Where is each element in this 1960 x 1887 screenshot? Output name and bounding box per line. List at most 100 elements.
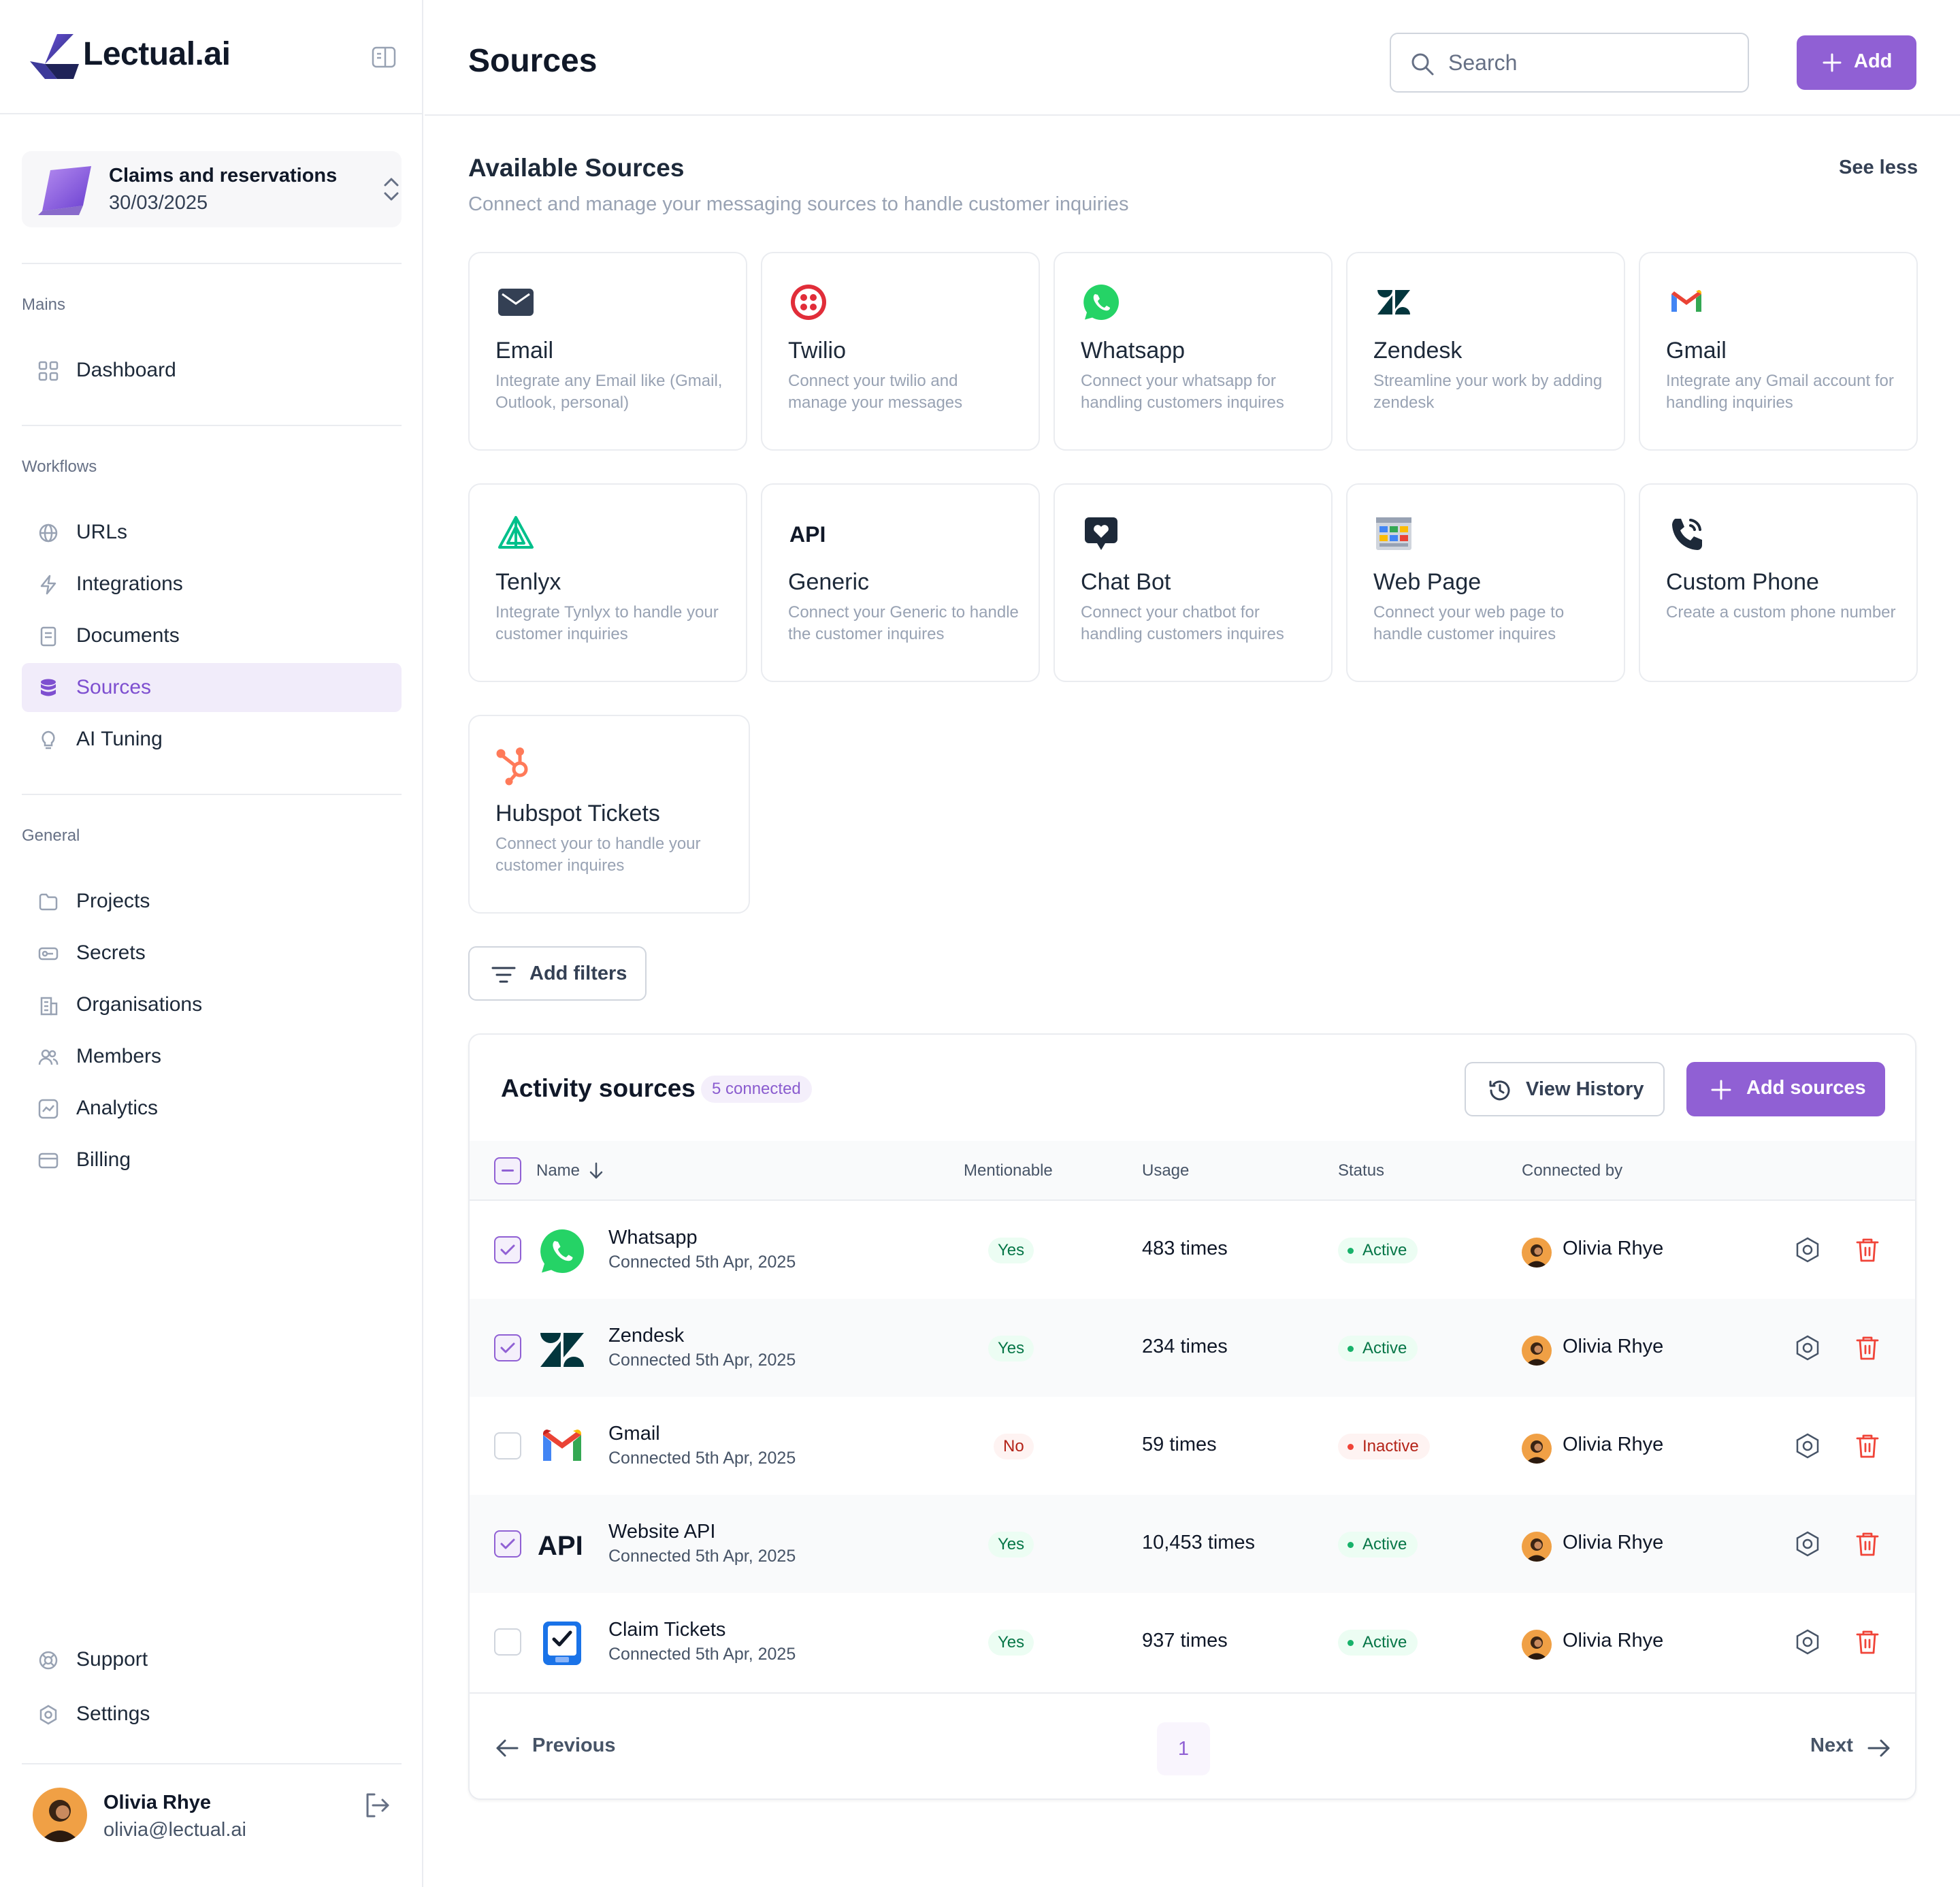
row-checkbox[interactable] [494, 1334, 521, 1361]
sidebar-item-ai-tuning[interactable]: AI Tuning [22, 715, 402, 764]
sidebar-item-secrets[interactable]: Secrets [22, 929, 402, 978]
sidebar-item-billing[interactable]: Billing [22, 1135, 402, 1184]
row-source-name: Zendesk [608, 1325, 685, 1346]
phone-icon [1672, 519, 1702, 550]
table-row[interactable]: Claim Tickets Connected 5th Apr, 2025 Ye… [470, 1593, 1915, 1691]
next-label: Next [1810, 1735, 1853, 1756]
sidebar-item-projects[interactable]: Projects [22, 877, 402, 926]
sidebar-item-label: URLs [76, 521, 128, 543]
source-card-generic[interactable]: API Generic Connect your Generic to hand… [761, 483, 1040, 682]
sidebar-item-analytics[interactable]: Analytics [22, 1084, 402, 1133]
source-card-gmail[interactable]: Gmail Integrate any Gmail account for ha… [1639, 252, 1918, 451]
view-history-button[interactable]: View History [1465, 1062, 1665, 1116]
search-input[interactable]: Search [1390, 33, 1749, 93]
logout-icon[interactable] [362, 1790, 392, 1820]
trash-icon[interactable] [1855, 1236, 1880, 1263]
source-card-hubspot-tickets[interactable]: Hubspot Tickets Connect your to handle y… [468, 715, 750, 914]
row-checkbox[interactable] [494, 1530, 521, 1558]
next-page-button[interactable]: Next [1810, 1733, 1899, 1763]
settings-icon[interactable] [1794, 1236, 1821, 1263]
row-connected-by: Olivia Rhye [1563, 1532, 1664, 1553]
source-card-desc: Create a custom phone number [1666, 603, 1896, 622]
source-card-title: Twilio [788, 338, 847, 364]
gmail-icon [543, 1430, 581, 1461]
source-card-tenlyx[interactable]: Tenlyx Integrate Tynlyx to handle your c… [468, 483, 747, 682]
whatsapp-icon [540, 1229, 584, 1273]
arrow-down-icon[interactable] [588, 1161, 604, 1180]
source-card-whatsapp[interactable]: Whatsapp Connect your whatsapp for handl… [1054, 252, 1333, 451]
table-row[interactable]: API Website API Connected 5th Apr, 2025 … [470, 1495, 1915, 1593]
source-card-desc: Connect your chatbot for handling custom… [1081, 603, 1284, 643]
row-checkbox[interactable] [494, 1628, 521, 1656]
chevron-up-down-icon[interactable] [382, 176, 400, 203]
source-card-title: Chat Bot [1081, 569, 1171, 595]
trash-icon[interactable] [1855, 1628, 1880, 1656]
sidebar-collapse-icon[interactable] [372, 46, 396, 68]
source-card-custom-phone[interactable]: Custom Phone Create a custom phone numbe… [1639, 483, 1918, 682]
sidebar-item-integrations[interactable]: Integrations [22, 560, 402, 609]
trash-icon[interactable] [1855, 1530, 1880, 1558]
source-card-chat-bot[interactable]: Chat Bot Connect your chatbot for handli… [1054, 483, 1333, 682]
user-email: olivia@lectual.ai [103, 1819, 246, 1841]
row-usage: 234 times [1142, 1336, 1228, 1357]
sidebar-item-members[interactable]: Members [22, 1032, 402, 1081]
source-card-title: Whatsapp [1081, 338, 1186, 364]
source-card-web-page[interactable]: Web Page Connect your web page to handle… [1346, 483, 1625, 682]
source-card-title: Email [495, 338, 554, 364]
row-checkbox[interactable] [494, 1236, 521, 1263]
see-less-link[interactable]: See less [1839, 157, 1918, 178]
sidebar-item-support[interactable]: Support [22, 1635, 402, 1684]
source-card-twilio[interactable]: Twilio Connect your twilio and manage yo… [761, 252, 1040, 451]
zendesk-icon [1377, 290, 1410, 314]
lectual-logo-icon[interactable] [30, 34, 79, 79]
sidebar-item-dashboard[interactable]: Dashboard [22, 346, 402, 395]
project-switcher[interactable]: Claims and reservations 30/03/2025 [22, 151, 402, 227]
source-card-desc: Connect your web page to handle customer… [1373, 603, 1565, 643]
row-source-name: Claim Tickets [608, 1619, 726, 1641]
trash-icon[interactable] [1855, 1334, 1880, 1361]
settings-icon[interactable] [1794, 1628, 1821, 1656]
column-header-mentionable: Mentionable [964, 1161, 1053, 1180]
column-header-usage: Usage [1142, 1161, 1190, 1180]
add-button-label: Add [1854, 50, 1893, 72]
status-badge: Active [1338, 1336, 1418, 1361]
sidebar-item-documents[interactable]: Documents [22, 611, 402, 660]
source-card-desc: Connect your Generic to handle the custo… [788, 603, 1019, 643]
sidebar-item-label: Projects [76, 890, 150, 912]
api-icon: API [789, 522, 826, 547]
page-header: Sources Search Add [425, 0, 1960, 116]
previous-page-button[interactable]: Previous [495, 1733, 625, 1763]
sidebar-item-settings[interactable]: Settings [22, 1690, 402, 1739]
table-row[interactable]: Gmail Connected 5th Apr, 2025 No 59 time… [470, 1397, 1915, 1495]
whatsapp-icon [1083, 285, 1119, 320]
table-row[interactable]: Whatsapp Connected 5th Apr, 2025 Yes 483… [470, 1201, 1915, 1299]
dashboard-icon [38, 361, 59, 381]
sidebar-item-label: Documents [76, 624, 180, 647]
column-header-name[interactable]: Name [536, 1161, 581, 1180]
sidebar-item-sources[interactable]: Sources [22, 663, 402, 712]
add-sources-button[interactable]: Add sources [1686, 1062, 1885, 1116]
lifebuoy-icon [39, 1651, 58, 1670]
source-card-email[interactable]: Email Integrate any Email like (Gmail, O… [468, 252, 747, 451]
row-checkbox[interactable] [494, 1432, 521, 1459]
add-button[interactable]: Add [1797, 35, 1916, 90]
settings-icon[interactable] [1794, 1530, 1821, 1558]
sidebar-item-label: Dashboard [76, 359, 176, 381]
table-row[interactable]: Zendesk Connected 5th Apr, 2025 Yes 234 … [470, 1299, 1915, 1397]
source-card-zendesk[interactable]: Zendesk Streamline your work by adding z… [1346, 252, 1625, 451]
avatar[interactable] [33, 1788, 87, 1842]
settings-icon[interactable] [1794, 1432, 1821, 1459]
settings-icon[interactable] [1794, 1334, 1821, 1361]
logo-row: Lectual.ai [0, 0, 423, 114]
column-header-connected-by: Connected by [1522, 1161, 1623, 1180]
trash-icon[interactable] [1855, 1432, 1880, 1459]
add-filters-label: Add filters [529, 963, 627, 984]
users-icon [38, 1049, 59, 1065]
sidebar-item-organisations[interactable]: Organisations [22, 980, 402, 1029]
section-label-workflows: Workflows [22, 457, 97, 476]
page-number-current[interactable]: 1 [1157, 1722, 1210, 1775]
add-filters-button[interactable]: Add filters [468, 946, 647, 1001]
source-card-title: Custom Phone [1666, 569, 1819, 595]
select-all-checkbox[interactable] [494, 1157, 521, 1184]
sidebar-item-urls[interactable]: URLs [22, 508, 402, 557]
